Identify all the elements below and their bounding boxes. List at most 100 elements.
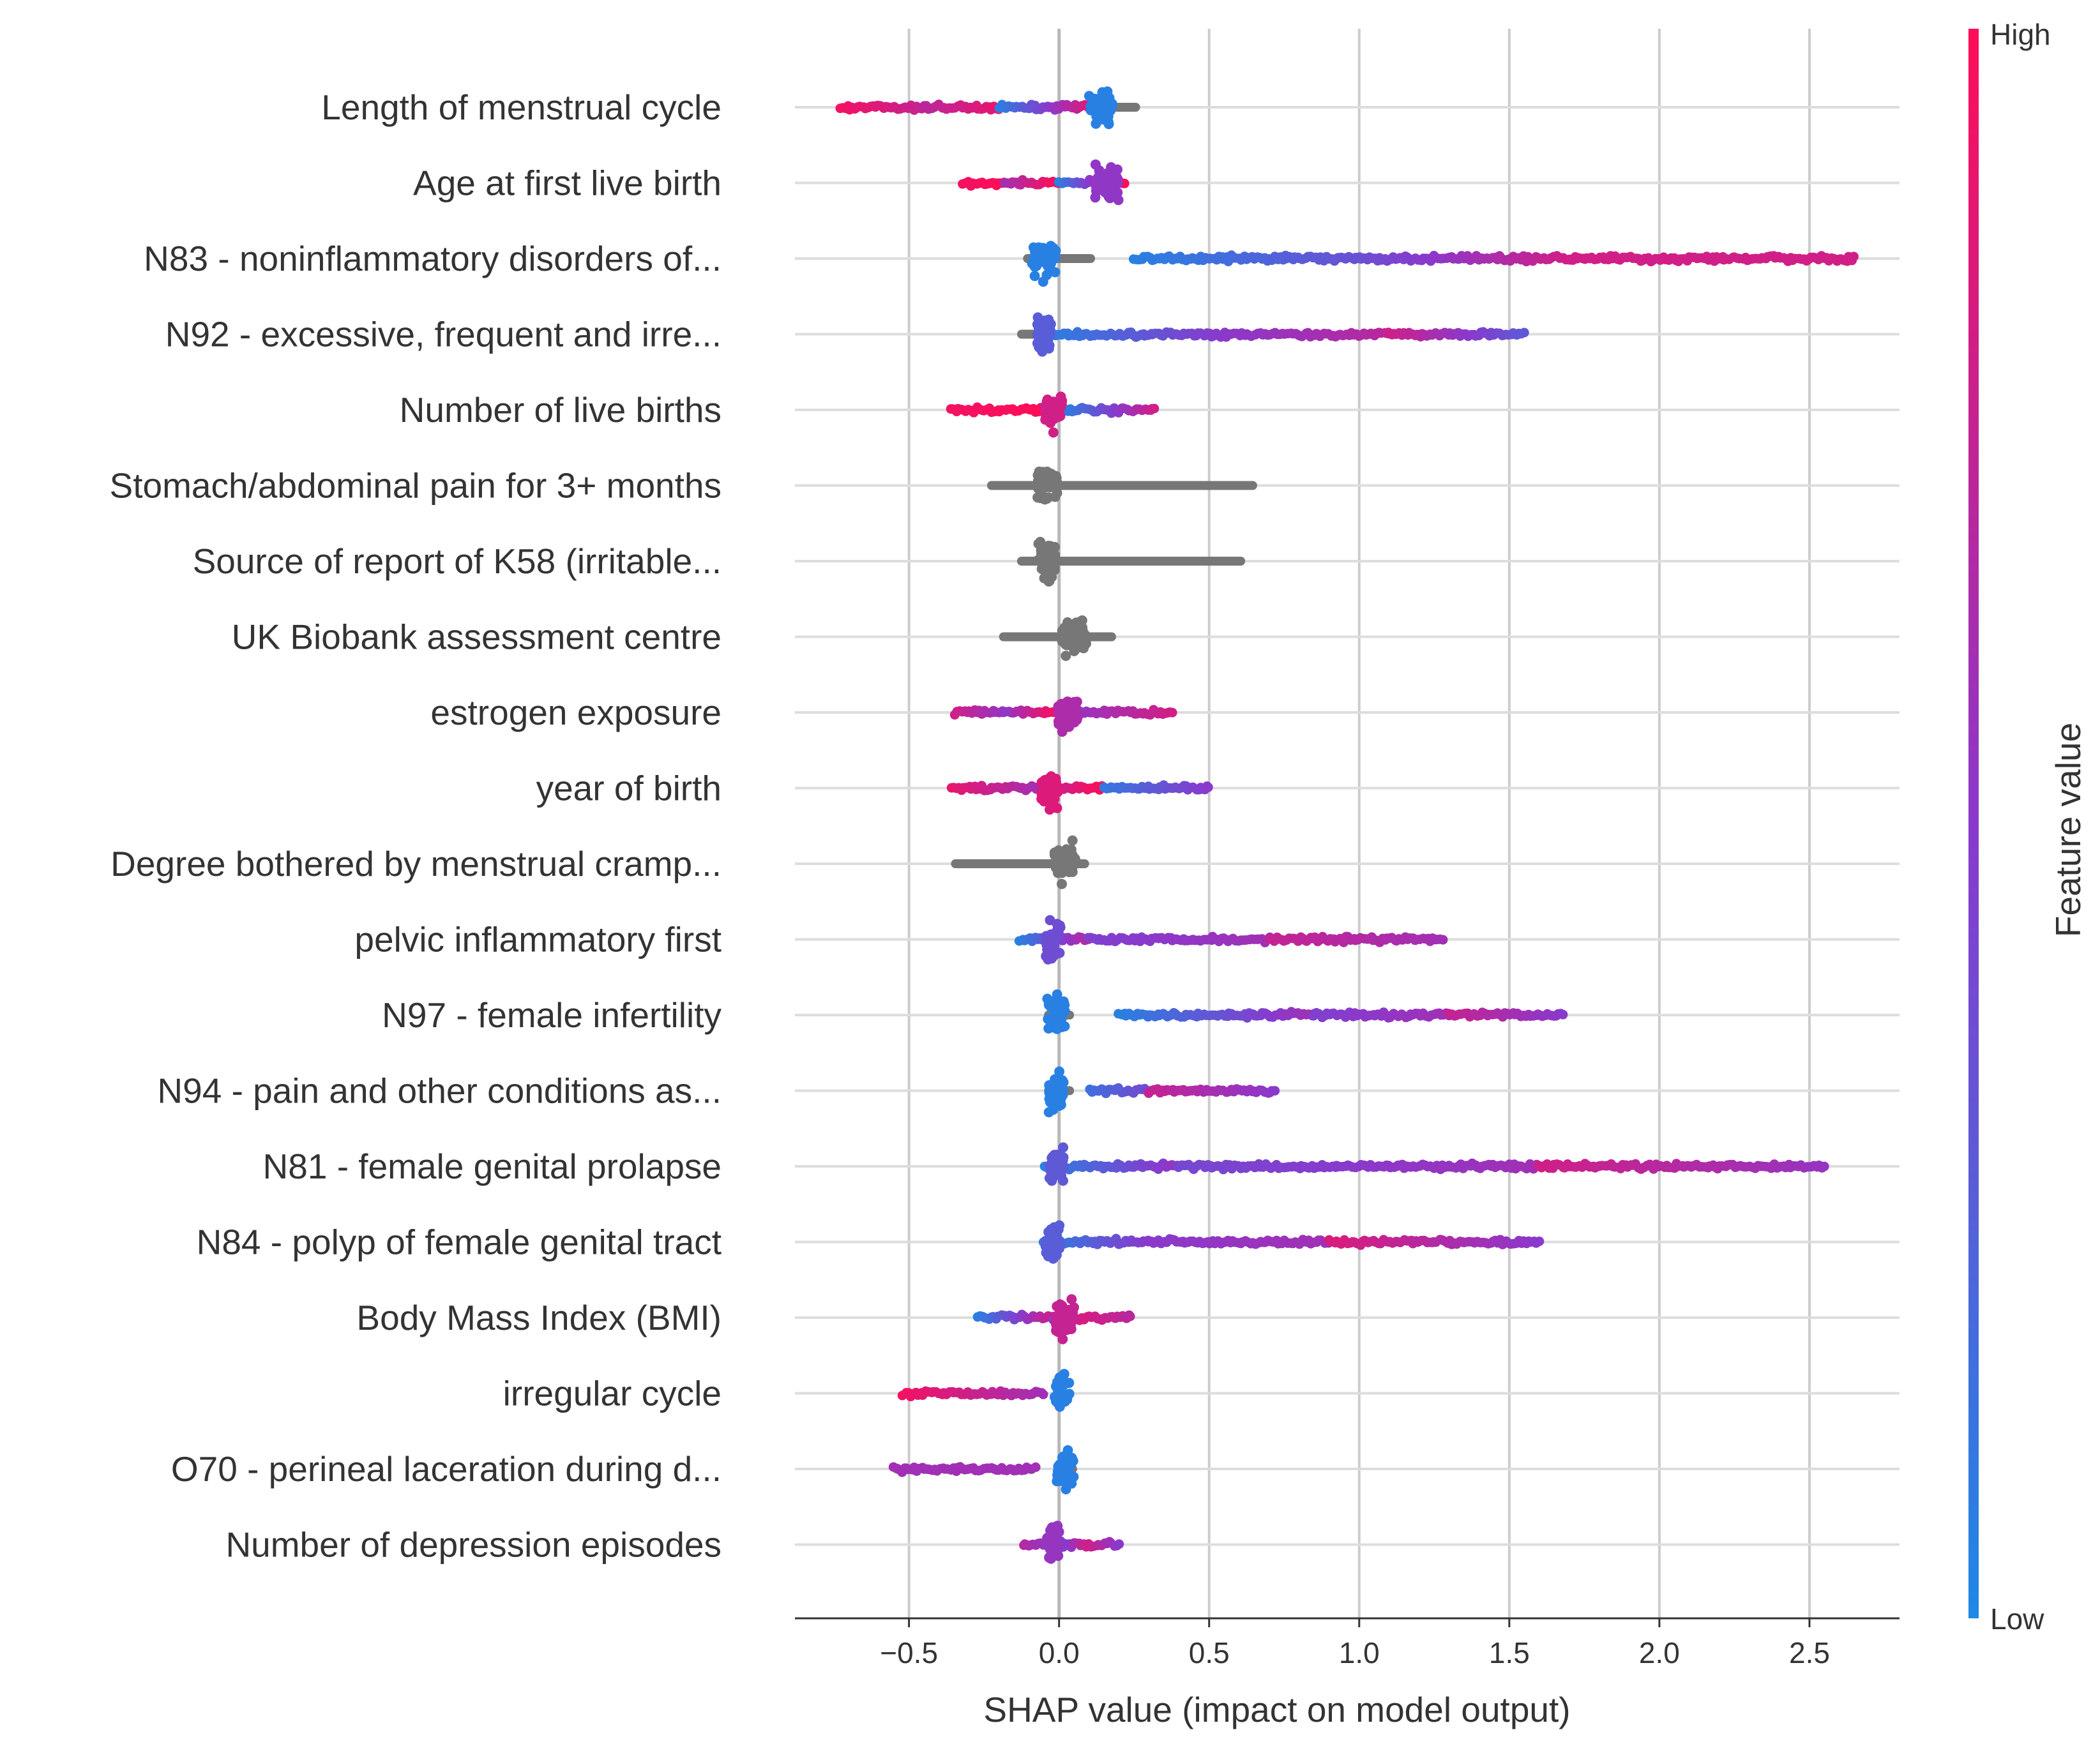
feature-label: estrogen exposure [430,693,721,732]
shap-dot [1055,1299,1066,1310]
shap-dot [1052,1166,1063,1177]
feature-row [1043,1066,1280,1118]
shap-dot [1030,246,1041,257]
shap-dot [1036,548,1046,559]
shap-dot [1052,1470,1063,1480]
colorbar-low-label: Low [1990,1602,2044,1636]
shap-dot [1031,260,1042,271]
feature-label: Degree bothered by menstrual cramp... [110,844,721,884]
feature-row [1039,1142,1829,1186]
grid-lines [795,29,1900,1618]
missing-value-band [986,481,1257,490]
shap-dot [1053,1378,1064,1389]
shap-dot [1052,1077,1063,1088]
shap-dot [1057,1334,1068,1344]
colorbar-gradient [1968,29,1979,1618]
shap-dot [1041,269,1052,280]
shap-dot [1062,617,1073,628]
shap-dot [1048,1253,1059,1264]
shap-dot [1114,1539,1124,1549]
shap-dot [1044,1173,1055,1184]
shap-dot [1032,483,1043,493]
shap-dot [1029,271,1040,282]
feature-labels: Length of menstrual cycle Age at first li… [110,87,722,1565]
shap-dot [1062,718,1073,729]
feature-row [946,391,1160,438]
shap-dot [1069,1302,1079,1313]
shap-dot [1046,1224,1056,1235]
shap-dot [1071,709,1082,720]
feature-label: Number of depression episodes [225,1525,721,1565]
feature-row [958,159,1129,206]
shap-dot [1052,1237,1062,1247]
shap-dot [1051,995,1062,1006]
shap-dot [1050,492,1061,502]
shap-dot [1061,700,1072,711]
feature-label: Body Mass Index (BMI) [356,1298,721,1337]
shap-dot [1534,1237,1545,1246]
feature-label: N84 - polyp of female genital tract [197,1223,721,1262]
shap-dot [1058,1142,1069,1153]
shap-dot [1125,1311,1135,1321]
shap-dot [1054,716,1064,726]
shap-dot [1053,783,1063,794]
feature-row [999,615,1117,661]
feature-row [1042,989,1568,1034]
shap-dot [1091,182,1102,193]
shap-dot [1049,850,1060,861]
feature-row [888,1445,1079,1494]
shap-dot [1038,317,1048,327]
shap-dot [1057,636,1068,647]
shap-dot [1091,118,1101,129]
shap-dot [1045,243,1056,253]
feature-row [1014,915,1448,965]
x-tick-label: −0.5 [880,1636,938,1669]
shap-dot [1052,477,1062,488]
shap-dot [1043,1107,1054,1118]
shap-dot [1052,802,1062,813]
feature-label: irregular cycle [503,1374,721,1413]
shap-dot [1203,782,1213,792]
shap-dot [1167,707,1177,718]
x-axis: −0.5 0.0 0.5 1.0 1.5 2.0 2.5 [795,1617,1900,1669]
shap-dot [1089,103,1099,114]
feature-row [835,86,1140,130]
shap-dot [1558,1009,1568,1020]
shap-dot [1046,1095,1057,1106]
shap-dot [1057,878,1067,889]
shap-dot [1106,162,1117,172]
shap-dot [1055,1459,1066,1470]
shap-dot [1052,1533,1062,1544]
shap-dot [1050,1022,1061,1033]
shap-dot [1075,632,1085,643]
feature-label: Source of report of K58 (irritable... [193,541,721,581]
shap-dot [1052,406,1063,416]
shap-dot [1066,1294,1077,1305]
feature-row [1016,536,1246,587]
feature-label: N97 - female infertility [382,995,721,1035]
feature-row [897,1369,1075,1412]
shap-dot [1055,920,1065,931]
shap-dot [1031,1462,1041,1472]
feature-row [951,835,1089,889]
shap-dot [1039,786,1050,797]
shap-dot [1054,1066,1065,1077]
shap-dot [1042,400,1053,410]
shap-dot [1059,853,1070,863]
shap-dot [1092,172,1103,183]
shap-dot [1032,470,1043,481]
shap-dot [1037,346,1048,357]
feature-label: O70 - perineal laceration during d... [171,1449,721,1489]
x-tick-label: 1.0 [1339,1636,1380,1669]
x-tick-label: 2.0 [1639,1636,1680,1669]
missing-value-band [1016,557,1246,566]
shap-dot [1048,427,1059,438]
shap-dot [1050,251,1061,262]
shap-dot [1149,403,1160,414]
shap-dot [1113,195,1124,206]
colorbar-title: Feature value [2048,723,2088,937]
shap-dot [1044,545,1055,555]
shap-dot [1043,571,1054,582]
feature-label: N94 - pain and other conditions as... [157,1071,721,1111]
